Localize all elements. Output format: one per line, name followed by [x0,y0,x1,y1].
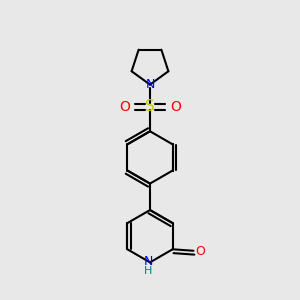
Text: N: N [145,78,155,91]
Text: H: H [144,266,153,276]
Text: N: N [144,255,153,268]
Text: O: O [195,245,205,258]
Text: S: S [145,99,155,114]
Text: O: O [119,100,130,114]
Text: O: O [170,100,181,114]
